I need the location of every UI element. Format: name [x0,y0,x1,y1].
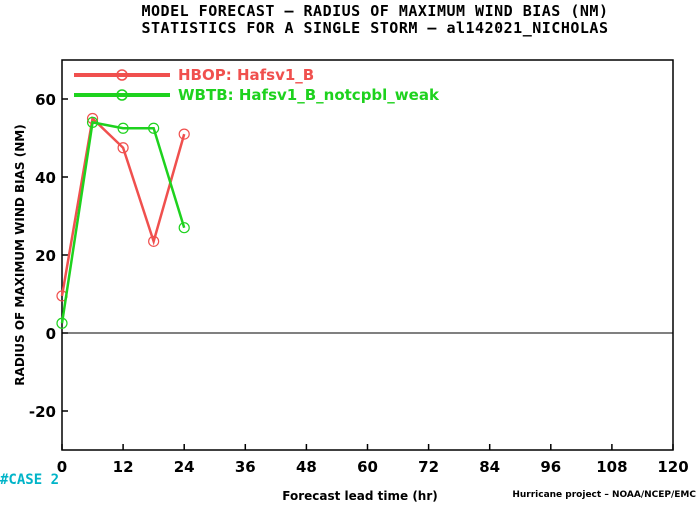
legend-label-1: HBOP: Hafsv1_B [178,66,314,84]
x-tick-label: 84 [479,458,500,476]
plot-area [61,59,674,451]
x-tick-label: 120 [657,458,688,476]
x-tick-label: 108 [596,458,627,476]
chart-subtitle: STATISTICS FOR A SINGLE STORM – al142021… [141,19,609,37]
y-axis-label: RADIUS OF MAXIMUM WIND BIAS (NM) [13,124,27,385]
y-tick-label: 0 [46,325,56,343]
x-tick-label: 72 [418,458,439,476]
credit-text: Hurricane project – NOAA/NCEP/EMC [512,490,696,500]
case-label: #CASE 2 [0,472,60,488]
data-point [148,122,160,134]
data-point [148,235,160,247]
data-point [56,317,68,329]
y-tick-label: 40 [35,169,56,187]
y-tick-label: 60 [35,91,56,109]
legend-label-2: WBTB: Hafsv1_B_notcpbl_weak [178,86,440,104]
x-tick-label: 24 [174,458,195,476]
x-tick-label: 60 [357,458,378,476]
series-line-2 [60,120,186,324]
data-point [86,116,99,129]
x-tick-label: 12 [113,458,134,476]
x-tick-label: 36 [235,458,256,476]
legend-marker-2 [116,89,128,101]
data-point [117,122,129,134]
x-tick-label: 96 [540,458,561,476]
y-tick-label: 20 [35,247,56,265]
x-tick-label: 0 [57,458,67,476]
legend-marker-1 [116,69,128,81]
series-line-1 [60,115,186,297]
data-point [178,222,190,234]
x-axis-label: Forecast lead time (hr) [282,489,438,503]
y-tick-label: -20 [29,403,56,421]
x-tick-label: 48 [296,458,317,476]
data-point [117,142,129,154]
data-point [178,128,190,140]
chart-title: MODEL FORECAST – RADIUS OF MAXIMUM WIND … [141,2,609,20]
